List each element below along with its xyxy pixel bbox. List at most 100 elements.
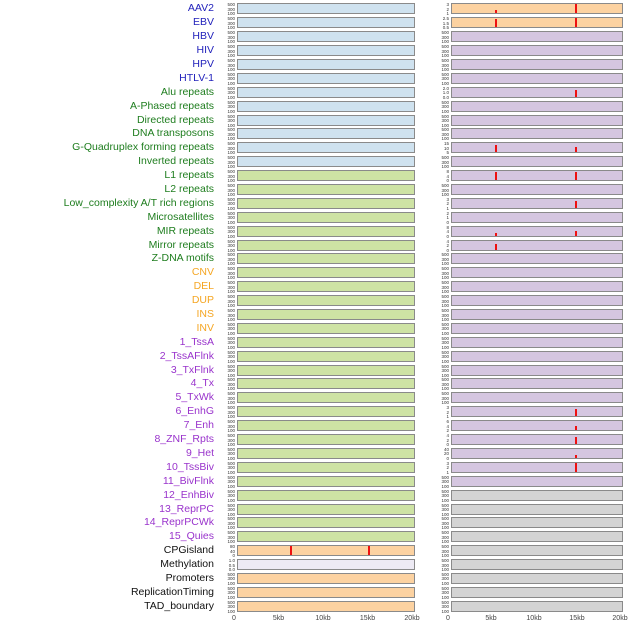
- right-track-plot: [451, 600, 623, 612]
- y-tick-label: 500: [227, 99, 235, 105]
- left-track-plot: [237, 447, 415, 459]
- y-tick-label: 1: [446, 414, 449, 420]
- row-label: Low_complexity A/T rich regions: [63, 196, 214, 209]
- track-row: 14_ReprPCWk 500 300 100 500 300 100: [0, 516, 630, 530]
- track-row: ReplicationTiming 500 300 100 500 300 100: [0, 585, 630, 599]
- y-tick-label: 100: [441, 594, 449, 600]
- y-tick-label: 4: [446, 433, 449, 439]
- y-tick-label: 500: [227, 308, 235, 314]
- y-axis-ticks: 500 300 100: [217, 308, 237, 322]
- y-tick-label: 300: [441, 534, 449, 540]
- y-axis-ticks: 500 300 100: [217, 86, 237, 99]
- right-track-plot: [451, 197, 623, 209]
- left-track-plot: [237, 545, 415, 557]
- y-tick-label: 0: [446, 442, 449, 448]
- y-tick-label: 300: [441, 354, 449, 360]
- y-tick-label: 300: [441, 340, 449, 346]
- right-track-plot: [451, 545, 623, 557]
- y-tick-label: 100: [441, 580, 449, 586]
- y-tick-label: 500: [227, 183, 235, 189]
- y-tick-label: 500: [227, 44, 235, 50]
- y-tick-label: 100: [441, 53, 449, 59]
- y-tick-label: 300: [227, 298, 235, 304]
- y-axis-ticks: 500 300 100: [217, 489, 237, 502]
- y-tick-label: 100: [227, 483, 235, 489]
- row-label: Mirror repeats: [148, 238, 214, 251]
- y-tick-label: 300: [227, 465, 235, 471]
- y-tick-label: 100: [227, 178, 235, 184]
- track-row: HBV 500 300 100 500 300 100: [0, 30, 630, 44]
- track-row: TAD_boundary 500 300 100 500 300 100: [0, 599, 630, 613]
- row-label: A-Phased repeats: [129, 99, 214, 112]
- row-label: TAD_boundary: [144, 599, 214, 612]
- right-track-plot: [451, 211, 623, 223]
- track-row: Alu repeats 500 300 100 2.0 1.0 0.0: [0, 85, 630, 99]
- y-tick-label: 300: [227, 284, 235, 290]
- left-track-plot: [237, 253, 415, 265]
- y-tick-label: 1: [446, 215, 449, 221]
- track-row: Methylation 1.0 0.5 0.0 500 300 100: [0, 558, 630, 572]
- y-tick-label: 300: [441, 326, 449, 332]
- y-tick-label: 100: [227, 594, 235, 600]
- x-tick-label: 10kb: [526, 615, 542, 623]
- right-track-plot: [451, 447, 623, 459]
- y-axis-ticks: 500 300 100: [415, 475, 451, 488]
- track-rows: AAV2 500 300 100 3 2 1 EBV 500 300 100 2.5 1.5 0.5 HBV…: [0, 2, 630, 613]
- left-track-plot: [237, 309, 415, 321]
- y-axis-ticks: 500 300 100: [217, 72, 237, 86]
- right-track-plot: [451, 364, 623, 376]
- y-tick-label: 100: [227, 192, 235, 198]
- track-row: HPV 500 300 100 500 300 100: [0, 58, 630, 72]
- y-tick-label: 0.5: [442, 25, 449, 31]
- right-track-plot: [451, 267, 623, 279]
- track-row: 15_Quies 500 300 100 500 300 100: [0, 530, 630, 544]
- row-label: Promoters: [165, 571, 214, 584]
- y-axis-ticks: 500 300 100: [217, 170, 237, 184]
- y-axis-ticks: 500 300 100: [217, 156, 237, 169]
- y-tick-label: 300: [227, 409, 235, 415]
- right-track-plot: [451, 86, 623, 98]
- y-tick-label: 300: [227, 201, 235, 207]
- y-tick-label: 500: [227, 571, 235, 577]
- row-label: 13_ReprPC: [159, 502, 214, 515]
- y-tick-label: 3: [446, 460, 449, 466]
- y-tick-label: 0.0: [228, 567, 235, 573]
- track-row: EBV 500 300 100 2.5 1.5 0.5: [0, 16, 630, 30]
- y-tick-label: 100: [227, 386, 235, 392]
- y-tick-label: 500: [441, 349, 449, 355]
- y-tick-label: 300: [441, 395, 449, 401]
- y-tick-label: 100: [227, 80, 235, 86]
- y-tick-label: 10: [443, 145, 449, 151]
- y-tick-label: 300: [227, 423, 235, 429]
- left-track-plot: [237, 336, 415, 348]
- y-tick-label: 0: [446, 178, 449, 184]
- y-tick-label: 300: [227, 270, 235, 276]
- y-axis-ticks: 500 300 100: [217, 406, 237, 419]
- y-tick-label: 500: [441, 71, 449, 77]
- y-tick-label: 2: [446, 201, 449, 207]
- y-tick-label: 300: [441, 118, 449, 124]
- y-tick-label: 100: [227, 136, 235, 142]
- y-tick-label: 500: [441, 544, 449, 550]
- left-track-plot: [237, 142, 415, 154]
- right-track-plot: [451, 170, 623, 182]
- y-axis-ticks: 500 300 100: [217, 128, 237, 142]
- right-track-plot: [451, 489, 623, 501]
- y-tick-label: 300: [441, 298, 449, 304]
- y-tick-label: 500: [227, 474, 235, 480]
- y-tick-label: 100: [441, 497, 449, 503]
- y-tick-label: 300: [227, 534, 235, 540]
- y-tick-label: 300: [441, 562, 449, 568]
- row-label: 6_EnhG: [175, 405, 214, 418]
- y-tick-label: 500: [441, 502, 449, 508]
- y-axis-ticks: 500 300 100: [217, 58, 237, 71]
- y-axis-ticks: 500 300 100: [415, 267, 451, 280]
- y-tick-label: 300: [227, 187, 235, 193]
- y-tick-label: 100: [441, 289, 449, 295]
- y-tick-label: 2: [446, 243, 449, 249]
- y-axis-ticks: 500 300 100: [415, 531, 451, 544]
- row-label: INS: [196, 308, 214, 321]
